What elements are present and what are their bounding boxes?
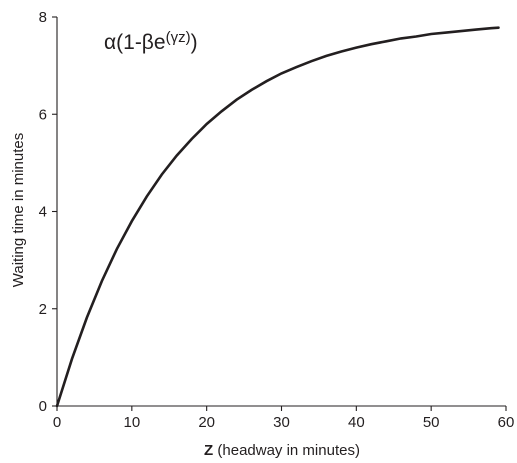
y-tick-label: 6 bbox=[39, 106, 47, 123]
x-tick-label: 20 bbox=[198, 414, 215, 431]
series-line bbox=[55, 26, 500, 408]
x-tick-label: 10 bbox=[123, 414, 140, 431]
y-tick-label: 0 bbox=[39, 398, 47, 415]
formula-superscript: (γz) bbox=[166, 29, 191, 46]
plot-area: 0 10 20 30 40 50 60 0 2 4 6 8 bbox=[39, 9, 515, 431]
y-tick-label: 4 bbox=[39, 204, 47, 221]
formula-annotation: α(1-βe(γz)) bbox=[104, 29, 198, 54]
x-tick-label: 30 bbox=[273, 414, 290, 431]
y-tick-label: 2 bbox=[39, 301, 47, 318]
x-axis-title-rest: (headway in minutes) bbox=[213, 442, 360, 459]
x-tick-label: 40 bbox=[348, 414, 365, 431]
y-tick-label: 8 bbox=[39, 9, 47, 26]
x-axis-title-var: Z bbox=[204, 442, 213, 459]
x-tick-label: 50 bbox=[423, 414, 440, 431]
formula-main: α(1-βe bbox=[104, 31, 166, 54]
formula-close: ) bbox=[191, 31, 198, 54]
x-tick-label: 0 bbox=[53, 414, 61, 431]
y-axis-title: Waiting time in minutes bbox=[10, 133, 27, 288]
x-axis-title: Z (headway in minutes) bbox=[204, 442, 360, 459]
x-tick-label: 60 bbox=[498, 414, 515, 431]
